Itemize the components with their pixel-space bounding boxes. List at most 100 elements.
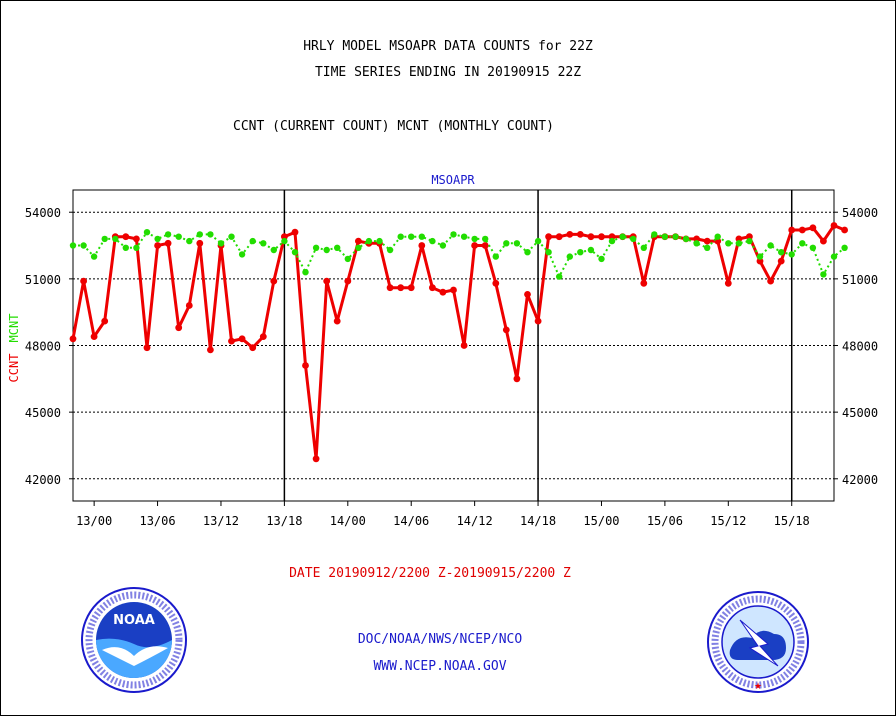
data-point-mcnt bbox=[186, 237, 193, 245]
data-point-mcnt bbox=[69, 242, 77, 249]
x-tick-label: 13/12 bbox=[203, 514, 239, 528]
x-tick-label: 15/18 bbox=[774, 514, 810, 528]
data-point-mcnt bbox=[482, 235, 489, 243]
data-point-mcnt bbox=[397, 233, 404, 240]
data-point-ccnt bbox=[154, 242, 162, 249]
x-tick-label: 14/12 bbox=[457, 514, 493, 528]
data-point-mcnt bbox=[841, 244, 848, 251]
data-point-mcnt bbox=[323, 246, 330, 254]
data-point-ccnt bbox=[830, 222, 838, 229]
data-point-ccnt bbox=[397, 284, 405, 292]
data-point-mcnt bbox=[503, 240, 510, 247]
data-point-mcnt bbox=[704, 244, 711, 251]
data-point-ccnt bbox=[598, 233, 605, 241]
data-point-mcnt bbox=[80, 242, 87, 249]
data-point-ccnt bbox=[576, 231, 584, 238]
data-point-mcnt bbox=[820, 271, 827, 278]
x-tick-label: 15/12 bbox=[710, 514, 746, 528]
nws-logo: ★ bbox=[707, 591, 809, 693]
data-point-mcnt bbox=[101, 235, 108, 243]
data-point-ccnt bbox=[185, 302, 193, 309]
data-point-mcnt bbox=[196, 231, 203, 238]
data-point-mcnt bbox=[154, 235, 161, 243]
data-point-mcnt bbox=[270, 246, 277, 254]
data-point-ccnt bbox=[291, 228, 299, 236]
data-point-mcnt bbox=[291, 249, 299, 256]
data-point-ccnt bbox=[777, 257, 785, 265]
x-tick-label: 13/18 bbox=[266, 514, 302, 528]
data-point-mcnt bbox=[767, 242, 774, 249]
x-tick-label: 14/06 bbox=[393, 514, 429, 528]
plot-label: MSOAPR bbox=[431, 173, 475, 187]
data-point-ccnt bbox=[640, 279, 648, 287]
y-tick-label-right: 48000 bbox=[842, 340, 878, 354]
data-point-mcnt bbox=[799, 240, 806, 247]
date-range-label: DATE 20190912/2200 Z-20190915/2200 Z bbox=[289, 566, 571, 581]
data-point-mcnt bbox=[365, 237, 373, 245]
data-point-mcnt bbox=[312, 244, 320, 251]
data-point-mcnt bbox=[228, 233, 235, 240]
data-point-mcnt bbox=[619, 233, 626, 240]
data-point-ccnt bbox=[333, 317, 341, 325]
data-point-mcnt bbox=[408, 233, 415, 240]
y-tick-label-left: 54000 bbox=[25, 206, 61, 220]
series-line-ccnt bbox=[71, 224, 846, 461]
x-tick-label: 13/06 bbox=[139, 514, 175, 528]
x-tick-label: 14/18 bbox=[520, 514, 556, 528]
data-point-ccnt bbox=[798, 226, 806, 234]
data-point-ccnt bbox=[133, 235, 140, 243]
data-point-mcnt bbox=[281, 237, 288, 245]
data-point-mcnt bbox=[450, 231, 457, 238]
data-point-ccnt bbox=[439, 288, 447, 296]
data-point-mcnt bbox=[355, 244, 362, 251]
data-point-mcnt bbox=[238, 251, 246, 258]
data-point-ccnt bbox=[502, 326, 510, 334]
data-point-ccnt bbox=[259, 333, 267, 340]
data-point-mcnt bbox=[809, 244, 817, 251]
x-tick-label: 14/00 bbox=[330, 514, 366, 528]
data-point-mcnt bbox=[778, 249, 785, 256]
data-point-ccnt bbox=[429, 284, 436, 292]
data-point-ccnt bbox=[164, 239, 172, 247]
data-point-ccnt bbox=[524, 291, 531, 298]
y-tick-label-right: 45000 bbox=[842, 406, 878, 420]
data-point-ccnt bbox=[545, 233, 552, 241]
y-axis-label-group: CCNT MCNT bbox=[7, 314, 21, 383]
y-axis-label-mcnt: MCNT bbox=[7, 314, 21, 343]
data-point-mcnt bbox=[608, 237, 616, 245]
data-point-mcnt bbox=[429, 237, 436, 245]
data-point-ccnt bbox=[69, 335, 77, 343]
data-point-mcnt bbox=[725, 240, 732, 247]
data-point-mcnt bbox=[756, 253, 764, 260]
data-point-mcnt bbox=[640, 244, 647, 251]
data-point-mcnt bbox=[344, 255, 351, 263]
y-tick-label-left: 45000 bbox=[25, 406, 61, 420]
data-point-mcnt bbox=[693, 240, 700, 247]
data-point-ccnt bbox=[841, 226, 848, 234]
data-point-mcnt bbox=[133, 244, 140, 251]
data-point-ccnt bbox=[756, 257, 764, 265]
data-point-mcnt bbox=[556, 273, 563, 280]
data-point-ccnt bbox=[344, 277, 352, 285]
data-point-mcnt bbox=[545, 249, 552, 256]
data-point-mcnt bbox=[334, 244, 341, 251]
data-point-mcnt bbox=[90, 253, 98, 260]
data-point-mcnt bbox=[682, 235, 690, 243]
data-point-ccnt bbox=[228, 337, 235, 345]
data-point-ccnt bbox=[788, 226, 796, 234]
data-point-mcnt bbox=[788, 251, 795, 258]
data-point-ccnt bbox=[355, 237, 362, 245]
data-point-mcnt bbox=[122, 244, 129, 251]
data-point-mcnt bbox=[566, 253, 573, 260]
data-point-mcnt bbox=[513, 240, 521, 247]
data-point-mcnt bbox=[651, 231, 658, 238]
y-tick-label-left: 51000 bbox=[25, 273, 61, 287]
chart-subtitle: CCNT (CURRENT COUNT) MCNT (MONTHLY COUNT… bbox=[233, 119, 554, 134]
data-point-mcnt bbox=[439, 242, 447, 249]
data-point-ccnt bbox=[418, 242, 426, 249]
data-point-ccnt bbox=[175, 324, 183, 332]
data-point-ccnt bbox=[767, 277, 774, 285]
data-point-mcnt bbox=[830, 253, 838, 260]
data-point-ccnt bbox=[270, 277, 278, 285]
